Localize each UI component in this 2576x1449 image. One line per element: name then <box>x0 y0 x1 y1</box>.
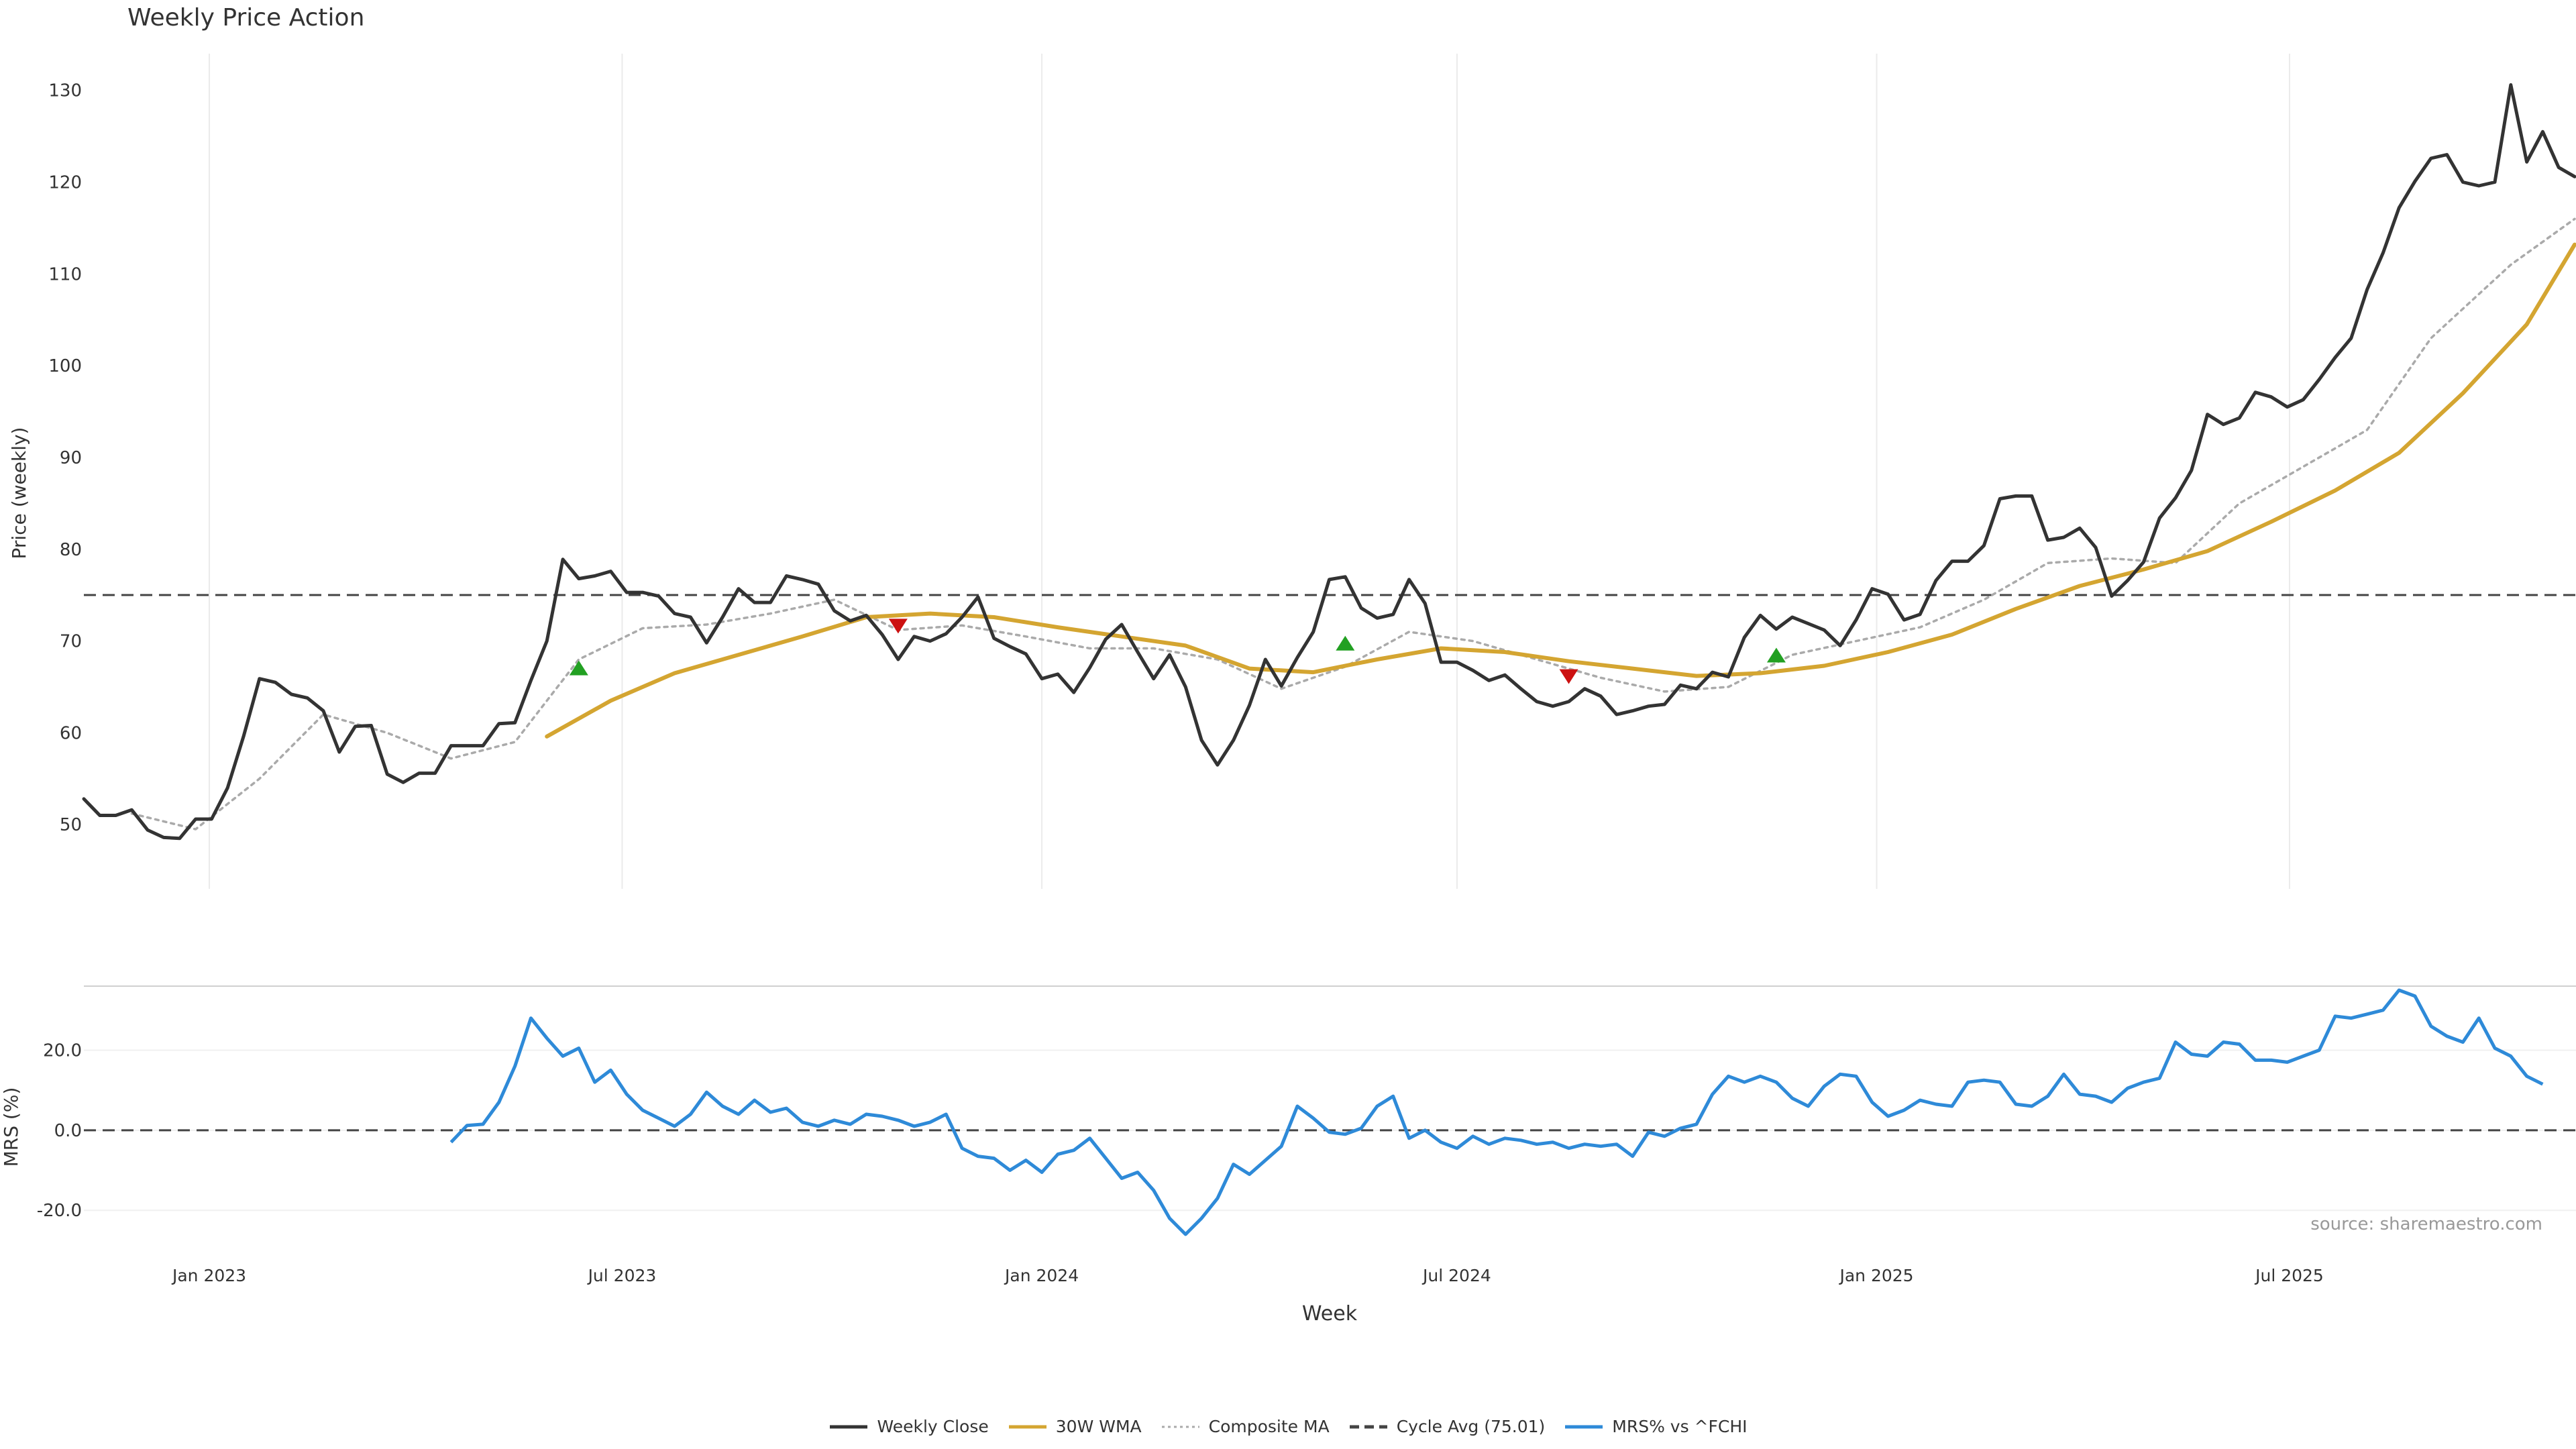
x-tick-label: Jan 2023 <box>171 1266 246 1285</box>
x-tick-label: Jul 2024 <box>1421 1266 1491 1285</box>
price-y-tick-label: 120 <box>48 173 82 193</box>
mrs-y-tick-label: -20.0 <box>37 1201 82 1221</box>
legend-label: MRS% vs ^FCHI <box>1612 1417 1748 1436</box>
x-tick-label: Jul 2025 <box>2254 1266 2324 1285</box>
legend-swatch <box>1565 1425 1603 1428</box>
buy-signal-marker <box>1766 647 1786 663</box>
x-tick-labels: Jan 2023 Jul 2023 Jan 2024 Jul 2024 Jan 2025… <box>171 1266 2324 1285</box>
buy-signal-marker <box>1336 635 1355 651</box>
x-tick-label: Jan 2025 <box>1838 1266 1913 1285</box>
legend-item: Composite MA <box>1161 1417 1330 1436</box>
price-y-tick-label: 80 <box>60 540 82 560</box>
legend-swatch <box>830 1425 868 1428</box>
legend-label: Cycle Avg (75.01) <box>1396 1417 1546 1436</box>
legend-item: MRS% vs ^FCHI <box>1564 1417 1748 1436</box>
mrs-y-tick-label: 20.0 <box>43 1040 82 1061</box>
sell-signal-marker <box>1559 669 1578 684</box>
legend-item: Weekly Close <box>828 1417 989 1436</box>
mrs-y-tick-labels: 20.0 0.0 -20.0 <box>37 1040 82 1221</box>
wma-30w-line <box>545 242 2576 739</box>
price-series <box>82 83 2576 841</box>
weekly-close-line <box>82 83 2576 841</box>
x-tick-label: Jul 2023 <box>587 1266 657 1285</box>
legend-swatch <box>1161 1426 1199 1428</box>
price-y-tick-label: 90 <box>60 448 82 468</box>
legend-item: Cycle Avg (75.01) <box>1348 1417 1546 1436</box>
mrs-y-tick-label: 0.0 <box>54 1121 82 1141</box>
x-tick-label: Jan 2024 <box>1004 1266 1079 1285</box>
price-y-tick-labels: 50 60 70 80 90 100 110 120 130 <box>48 81 82 836</box>
source-note: source: sharemaestro.com <box>2310 1214 2542 1234</box>
price-y-tick-label: 50 <box>60 815 82 835</box>
legend-item: 30W WMA <box>1008 1417 1142 1436</box>
price-y-tick-label: 100 <box>48 356 82 376</box>
price-y-tick-label: 110 <box>48 264 82 284</box>
mrs-line <box>449 988 2544 1236</box>
legend-swatch <box>1349 1425 1387 1428</box>
mrs-series <box>449 988 2544 1236</box>
price-y-tick-label: 70 <box>60 632 82 652</box>
legend-swatch <box>1008 1425 1046 1428</box>
chart-title: Weekly Price Action <box>127 4 365 32</box>
signal-markers <box>569 619 1786 684</box>
mrs-y-axis-label: MRS (%) <box>0 1087 22 1167</box>
price-grid <box>209 54 2290 889</box>
composite-ma-line <box>130 217 2576 830</box>
price-y-tick-label: 60 <box>60 723 82 743</box>
sell-signal-marker <box>888 619 908 634</box>
price-y-axis-label: Price (weekly) <box>8 427 30 559</box>
legend-label: Composite MA <box>1208 1417 1330 1436</box>
x-axis-label: Week <box>1302 1302 1358 1326</box>
chart-legend: Weekly Close 30W WMA Composite MA Cycle Avg… <box>0 1417 2576 1436</box>
price-y-tick-label: 130 <box>48 81 82 101</box>
legend-label: 30W WMA <box>1055 1417 1142 1436</box>
legend-label: Weekly Close <box>877 1417 989 1436</box>
buy-signal-marker <box>569 660 588 676</box>
